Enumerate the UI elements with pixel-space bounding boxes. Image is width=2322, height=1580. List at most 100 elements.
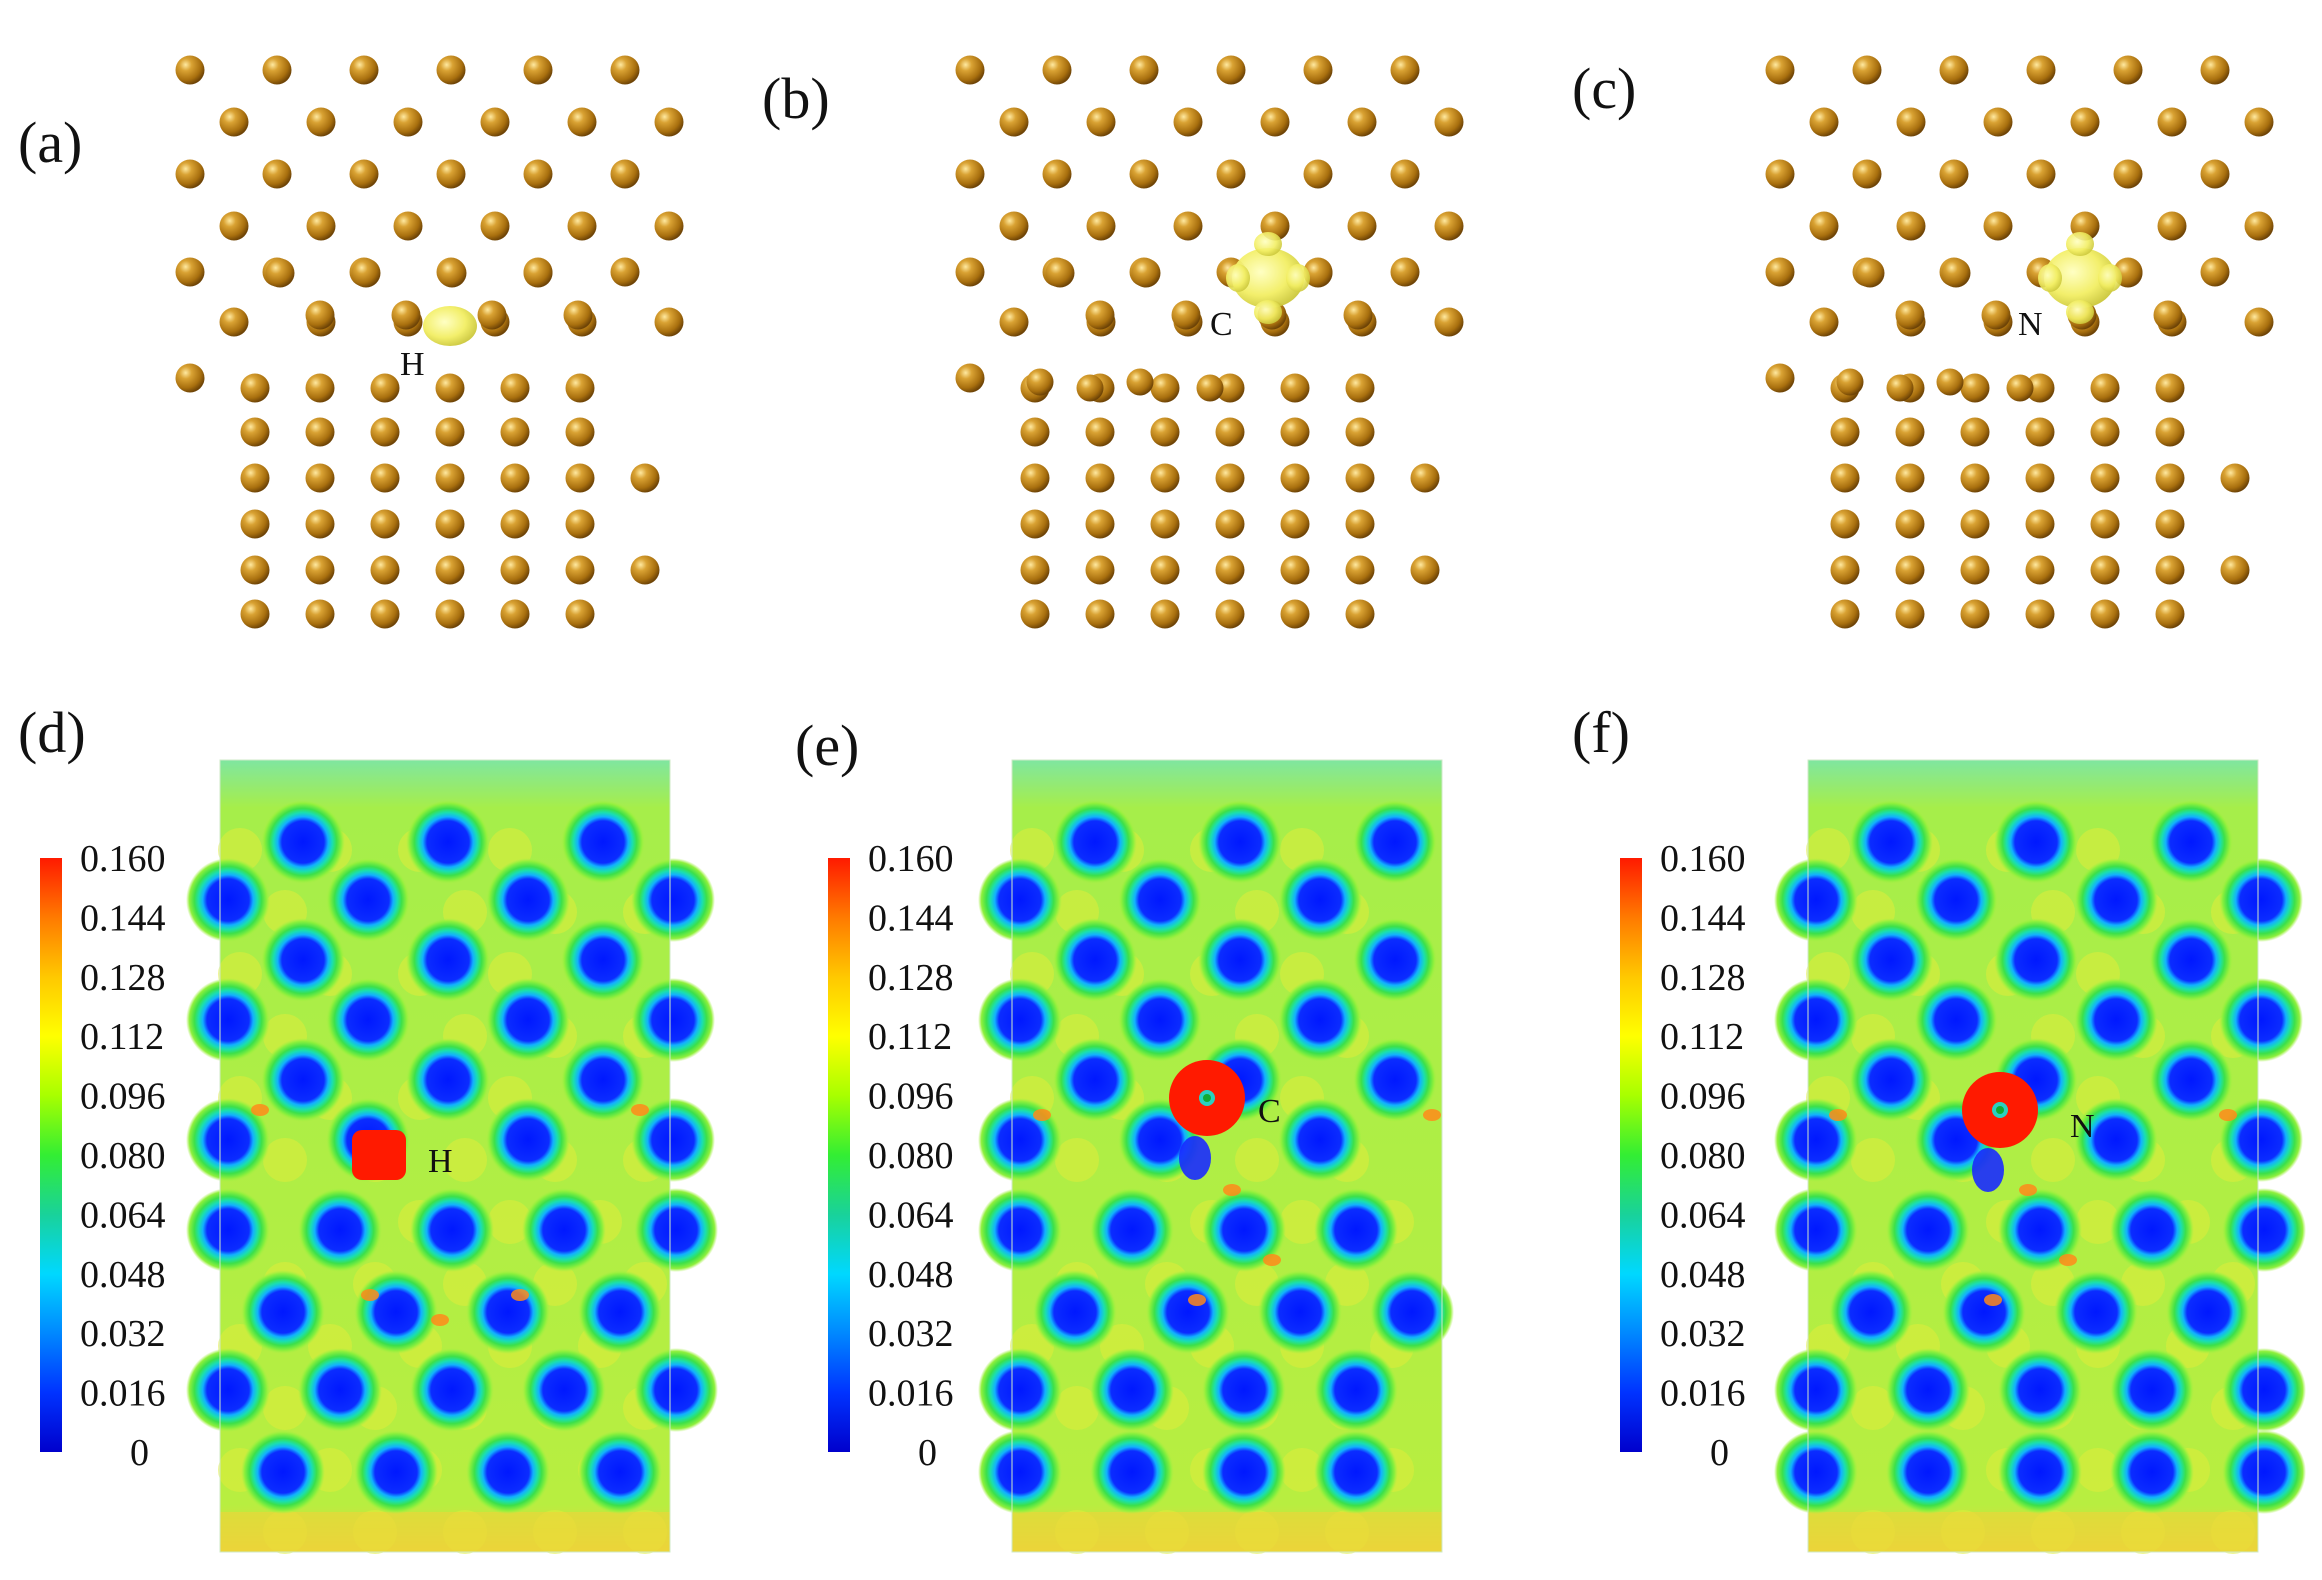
metal-atom — [1085, 509, 1115, 539]
density-minimum — [978, 978, 1062, 1062]
colorbar-tick-label: 0.112 — [868, 1016, 952, 1058]
density-minimum — [1314, 1188, 1398, 1272]
density-minimum — [1774, 1098, 1858, 1182]
density-minimum — [486, 978, 570, 1062]
metal-atom — [1042, 55, 1072, 85]
density-minimum — [978, 1348, 1062, 1432]
metal-atom — [175, 257, 205, 287]
impurity-density-peak — [352, 1130, 406, 1180]
colorbar-tick-label: 0.112 — [80, 1016, 164, 1058]
metal-atom — [435, 463, 465, 493]
density-minimum — [2149, 1038, 2233, 1122]
metal-atom — [500, 509, 530, 539]
structure-atom-label-a: H — [400, 346, 425, 383]
metal-atom — [240, 509, 270, 539]
density-minimum — [186, 1098, 270, 1182]
atomic-structure-panel-b — [955, 55, 1464, 629]
metal-atom — [1895, 555, 1925, 585]
colorbar-tick-label: 0.032 — [868, 1313, 954, 1355]
metal-atom — [2220, 555, 2250, 585]
metal-atom — [1042, 159, 1072, 189]
metal-atom — [1085, 599, 1115, 629]
density-minimum — [1198, 800, 1282, 884]
density-minimum — [186, 858, 270, 942]
density-minimum — [634, 1348, 718, 1432]
colorbar-d: 0.160 0.144 0.128 0.112 0.096 0.080 0.064 0.048… — [40, 838, 166, 1474]
density-minimum — [522, 1348, 606, 1432]
metal-atom — [1981, 300, 2011, 330]
metal-atom — [306, 211, 336, 241]
colorbar-tick-label: 0.128 — [80, 957, 166, 999]
metal-atom — [500, 417, 530, 447]
metal-atom — [1171, 300, 1201, 330]
density-minimum — [406, 918, 490, 1002]
density-minimum — [1849, 1038, 1933, 1122]
map-atom-label-d: H — [428, 1143, 453, 1180]
density-minimum — [486, 858, 570, 942]
metal-atom — [2025, 463, 2055, 493]
density-minimum — [1998, 1188, 2082, 1272]
metal-atom — [500, 555, 530, 585]
density-minimum — [978, 1098, 1062, 1182]
metal-atom — [654, 307, 684, 337]
metal-atom — [955, 159, 985, 189]
density-minimum — [1886, 1188, 1970, 1272]
density-minimum — [631, 858, 715, 942]
metal-atom — [1345, 509, 1375, 539]
density-minimum — [2222, 1188, 2306, 1272]
density-minimum — [1202, 1430, 1286, 1514]
metal-atom — [305, 463, 335, 493]
panel-label-d: (d) — [18, 700, 86, 765]
metal-atom — [1345, 417, 1375, 447]
colorbar-tick-label: 0.048 — [80, 1254, 166, 1296]
metal-atom — [351, 258, 381, 288]
metal-atom — [393, 107, 423, 137]
metal-atom — [630, 463, 660, 493]
metal-atom — [1347, 211, 1377, 241]
density-minimum — [1774, 1348, 1858, 1432]
metal-atom — [1020, 417, 1050, 447]
metal-atom — [306, 107, 336, 137]
density-minimum — [1258, 1270, 1342, 1354]
metal-atom — [999, 307, 1029, 337]
metal-atom — [305, 417, 335, 447]
metal-atom — [1045, 258, 1075, 288]
metal-atom — [1765, 55, 1795, 85]
density-minimum — [186, 978, 270, 1062]
map-atom-label-f: N — [2070, 1108, 2095, 1145]
density-minimum — [1370, 1270, 1454, 1354]
metal-atom — [1896, 211, 1926, 241]
charge-density-map-e — [978, 759, 1454, 1554]
metal-atom — [240, 599, 270, 629]
density-minimum — [2222, 1348, 2306, 1432]
density-minimum — [561, 918, 645, 1002]
density-minimum — [1202, 1348, 1286, 1432]
metal-atom — [370, 599, 400, 629]
panel-label-f: (f) — [1572, 700, 1630, 765]
metal-atom — [1216, 159, 1246, 189]
metal-atom — [1895, 599, 1925, 629]
density-minimum — [410, 1348, 494, 1432]
metal-atom — [2155, 509, 2185, 539]
metal-atom — [240, 463, 270, 493]
density-minimum — [1053, 918, 1137, 1002]
metal-atom — [435, 599, 465, 629]
metal-atom — [2155, 599, 2185, 629]
colorbar-tick-label: 0.144 — [868, 897, 954, 939]
density-minimum — [631, 978, 715, 1062]
metal-atom — [1150, 599, 1180, 629]
metal-atom — [435, 509, 465, 539]
metal-atom — [2244, 307, 2274, 337]
metal-atom — [1215, 463, 1245, 493]
metal-atom — [1809, 307, 1839, 337]
metal-atom — [219, 211, 249, 241]
metal-atom — [1895, 509, 1925, 539]
density-minimum — [1998, 1348, 2082, 1432]
density-minimum — [1198, 918, 1282, 1002]
density-minimum — [406, 1038, 490, 1122]
metal-atom — [1983, 211, 2013, 241]
metal-atom — [370, 555, 400, 585]
metal-atom — [437, 258, 467, 288]
metal-atom — [1886, 374, 1914, 402]
metal-atom — [567, 211, 597, 241]
